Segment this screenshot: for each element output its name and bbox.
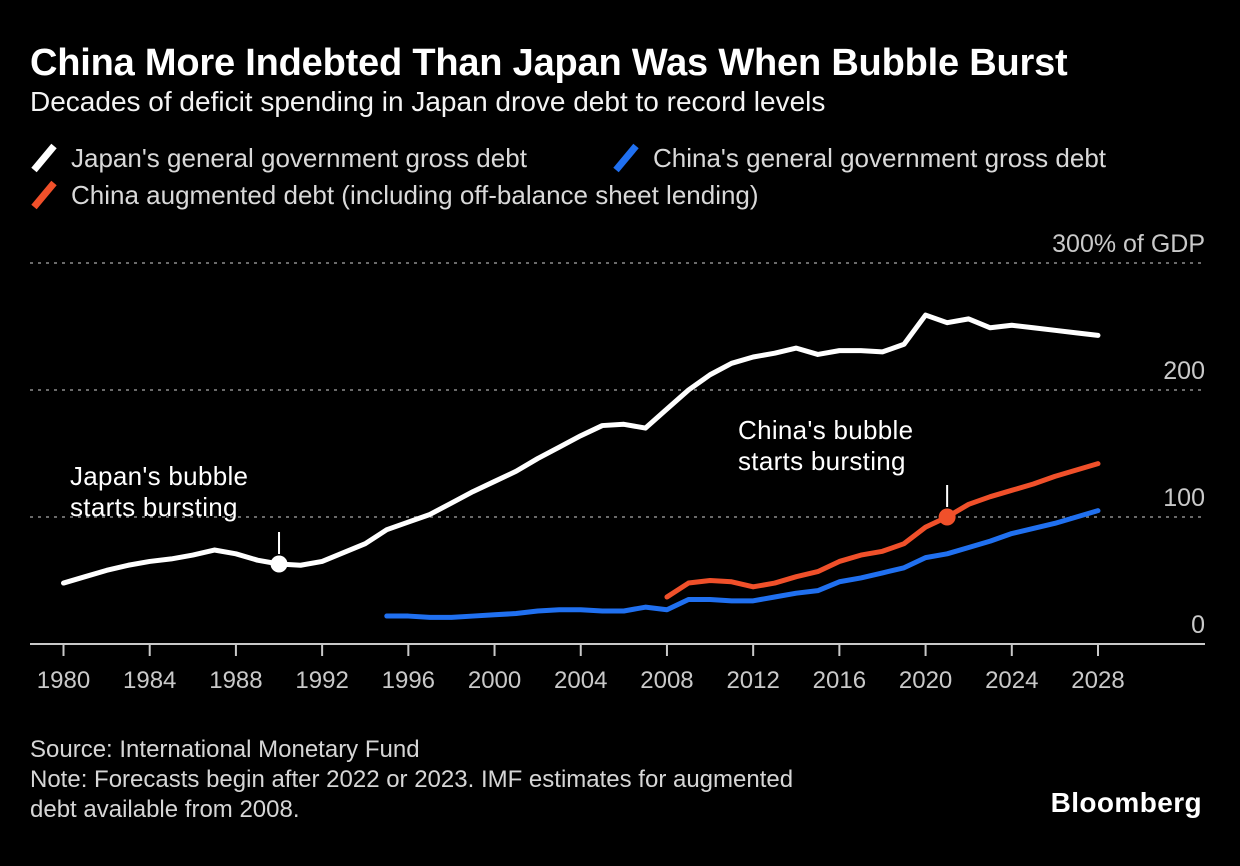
x-tick-label-2012: 2012 (726, 667, 779, 694)
bloomberg-logo: Bloomberg (1050, 787, 1202, 818)
y-axis-label-100: 100 (1163, 484, 1205, 512)
japan-line-swatch-icon (31, 143, 57, 173)
china-augmented-line-swatch-icon (31, 180, 57, 210)
y-axis-label-0: 0 (1191, 611, 1205, 639)
x-tick-label-1984: 1984 (123, 667, 176, 694)
annotation-china-bubble: China's bubble starts bursting (738, 415, 913, 477)
x-tick-label-1980: 1980 (37, 667, 90, 694)
legend-label-japan-debt: Japan's general government gross debt (71, 142, 527, 173)
x-tick-label-2016: 2016 (813, 667, 866, 694)
annotation-dot-japan_bubble (270, 555, 288, 573)
chart-title: China More Indebted Than Japan Was When … (30, 42, 1068, 84)
chart-subtitle: Decades of deficit spending in Japan dro… (30, 86, 826, 117)
x-tick-label-2008: 2008 (640, 667, 693, 694)
annotation-japan-bubble-line2: starts bursting (70, 492, 238, 522)
annotation-japan-bubble-line1: Japan's bubble (70, 461, 249, 491)
y-axis-label-200: 200 (1163, 357, 1205, 385)
footnote-line2: debt available from 2008. (30, 796, 300, 823)
source-note: Source: International Monetary Fund (30, 736, 420, 763)
footer-notes: Source: International Monetary Fund Note… (30, 735, 793, 825)
annotation-china-bubble-line1: China's bubble (738, 415, 914, 445)
annotation-china-bubble-line2: starts bursting (738, 446, 906, 476)
x-tick-label-1988: 1988 (209, 667, 262, 694)
x-tick-label-2020: 2020 (899, 667, 952, 694)
legend-item-china-gov-debt: China's general government gross debt (612, 142, 1106, 174)
x-tick-label-1996: 1996 (382, 667, 435, 694)
annotation-japan-bubble: Japan's bubble starts bursting (70, 461, 248, 523)
x-tick-label-2028: 2028 (1071, 667, 1124, 694)
x-tick-label-2000: 2000 (468, 667, 521, 694)
legend-label-china-gov-debt: China's general government gross debt (653, 142, 1107, 173)
x-tick-label-1992: 1992 (295, 667, 348, 694)
series-line-japan (61, 312, 1101, 586)
series-line-china_gov (384, 508, 1101, 620)
legend-label-china-augmented-debt: China augmented debt (including off-bala… (71, 179, 759, 210)
annotation-dot-china_bubble (938, 508, 956, 526)
footnote-line1: Note: Forecasts begin after 2022 or 2023… (30, 766, 794, 793)
china-gov-line-swatch-icon (613, 143, 639, 173)
x-tick-label-2024: 2024 (985, 667, 1038, 694)
y-axis-label-300: 300% of GDP (1052, 230, 1205, 258)
legend-item-japan-debt: Japan's general government gross debt (30, 142, 527, 174)
x-tick-label-2004: 2004 (554, 667, 607, 694)
legend-item-china-augmented-debt: China augmented debt (including off-bala… (30, 179, 759, 211)
series-line-china_augmented (664, 461, 1101, 600)
